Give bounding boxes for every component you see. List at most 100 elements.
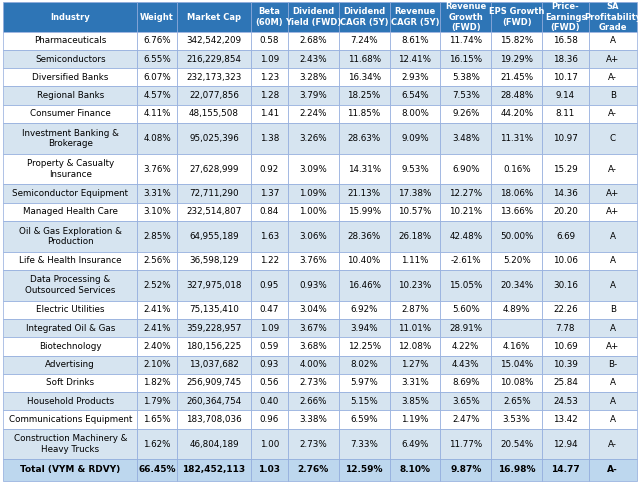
Text: A+: A+ bbox=[606, 189, 620, 198]
Text: 2.73%: 2.73% bbox=[300, 440, 327, 449]
Bar bbox=[589, 459, 637, 481]
Text: 26.18%: 26.18% bbox=[399, 232, 431, 241]
Text: 12.08%: 12.08% bbox=[398, 342, 431, 351]
Text: Communications Equipment: Communications Equipment bbox=[8, 415, 132, 424]
Text: 8.00%: 8.00% bbox=[401, 110, 429, 118]
Bar bbox=[390, 252, 440, 270]
Text: 16.46%: 16.46% bbox=[348, 281, 381, 290]
Bar bbox=[390, 68, 440, 86]
Bar bbox=[440, 429, 492, 459]
Bar bbox=[3, 337, 138, 355]
Bar bbox=[339, 301, 390, 319]
Bar bbox=[251, 32, 288, 50]
Bar bbox=[390, 2, 440, 32]
Bar bbox=[251, 355, 288, 374]
Bar bbox=[589, 203, 637, 221]
Text: Semiconductor Equipment: Semiconductor Equipment bbox=[12, 189, 128, 198]
Bar bbox=[339, 68, 390, 86]
Text: 4.00%: 4.00% bbox=[300, 360, 327, 369]
Bar bbox=[390, 374, 440, 392]
Bar bbox=[542, 185, 589, 203]
Text: A-: A- bbox=[609, 440, 617, 449]
Text: 11.85%: 11.85% bbox=[348, 110, 381, 118]
Text: 10.23%: 10.23% bbox=[398, 281, 431, 290]
Bar bbox=[251, 2, 288, 32]
Bar bbox=[589, 68, 637, 86]
Bar bbox=[440, 86, 492, 105]
Bar bbox=[440, 32, 492, 50]
Bar bbox=[138, 154, 177, 185]
Text: 260,364,754: 260,364,754 bbox=[186, 397, 242, 406]
Text: Life & Health Insurance: Life & Health Insurance bbox=[19, 256, 122, 265]
Bar bbox=[3, 32, 138, 50]
Text: 6.49%: 6.49% bbox=[401, 440, 429, 449]
Bar bbox=[440, 105, 492, 123]
Bar bbox=[3, 252, 138, 270]
Bar bbox=[589, 221, 637, 252]
Text: 0.92: 0.92 bbox=[260, 165, 279, 173]
Bar bbox=[3, 429, 138, 459]
Bar bbox=[138, 355, 177, 374]
Text: 19.29%: 19.29% bbox=[500, 55, 533, 64]
Bar bbox=[390, 50, 440, 68]
Bar bbox=[138, 337, 177, 355]
Bar bbox=[3, 86, 138, 105]
Text: 5.15%: 5.15% bbox=[350, 397, 378, 406]
Text: 1.79%: 1.79% bbox=[143, 397, 171, 406]
Bar bbox=[138, 374, 177, 392]
Bar bbox=[3, 68, 138, 86]
Text: 9.87%: 9.87% bbox=[450, 466, 481, 474]
Bar bbox=[339, 86, 390, 105]
Text: 46,804,189: 46,804,189 bbox=[189, 440, 239, 449]
Bar bbox=[288, 355, 339, 374]
Text: A+: A+ bbox=[606, 342, 620, 351]
Bar bbox=[288, 154, 339, 185]
Bar bbox=[440, 411, 492, 429]
Bar bbox=[339, 123, 390, 154]
Bar bbox=[589, 270, 637, 301]
Text: A+: A+ bbox=[606, 207, 620, 216]
Bar bbox=[177, 319, 251, 337]
Text: 5.60%: 5.60% bbox=[452, 305, 480, 314]
Bar bbox=[440, 337, 492, 355]
Text: 12.94: 12.94 bbox=[553, 440, 578, 449]
Text: 9.53%: 9.53% bbox=[401, 165, 429, 173]
Bar bbox=[251, 459, 288, 481]
Bar bbox=[177, 252, 251, 270]
Bar bbox=[177, 32, 251, 50]
Text: 18.06%: 18.06% bbox=[500, 189, 533, 198]
Bar bbox=[288, 374, 339, 392]
Text: 232,514,807: 232,514,807 bbox=[186, 207, 242, 216]
Text: 1.19%: 1.19% bbox=[401, 415, 429, 424]
Text: 4.89%: 4.89% bbox=[503, 305, 531, 314]
Bar bbox=[542, 68, 589, 86]
Bar bbox=[589, 429, 637, 459]
Text: A: A bbox=[610, 324, 616, 333]
Text: 66.45%: 66.45% bbox=[138, 466, 176, 474]
Text: 1.00%: 1.00% bbox=[300, 207, 327, 216]
Bar bbox=[3, 105, 138, 123]
Bar bbox=[288, 68, 339, 86]
Bar bbox=[440, 50, 492, 68]
Text: A-: A- bbox=[609, 73, 617, 82]
Bar bbox=[542, 203, 589, 221]
Bar bbox=[390, 301, 440, 319]
Text: 6.07%: 6.07% bbox=[143, 73, 171, 82]
Text: 0.16%: 0.16% bbox=[503, 165, 531, 173]
Bar bbox=[542, 301, 589, 319]
Text: 7.33%: 7.33% bbox=[350, 440, 378, 449]
Bar bbox=[288, 252, 339, 270]
Text: 4.16%: 4.16% bbox=[503, 342, 531, 351]
Text: 0.95: 0.95 bbox=[260, 281, 279, 290]
Bar bbox=[390, 154, 440, 185]
Bar bbox=[542, 392, 589, 411]
Bar bbox=[3, 185, 138, 203]
Text: 0.96: 0.96 bbox=[260, 415, 279, 424]
Bar bbox=[177, 411, 251, 429]
Bar bbox=[138, 252, 177, 270]
Bar bbox=[492, 252, 542, 270]
Text: 15.29: 15.29 bbox=[553, 165, 578, 173]
Bar bbox=[542, 459, 589, 481]
Bar bbox=[589, 411, 637, 429]
Bar bbox=[390, 105, 440, 123]
